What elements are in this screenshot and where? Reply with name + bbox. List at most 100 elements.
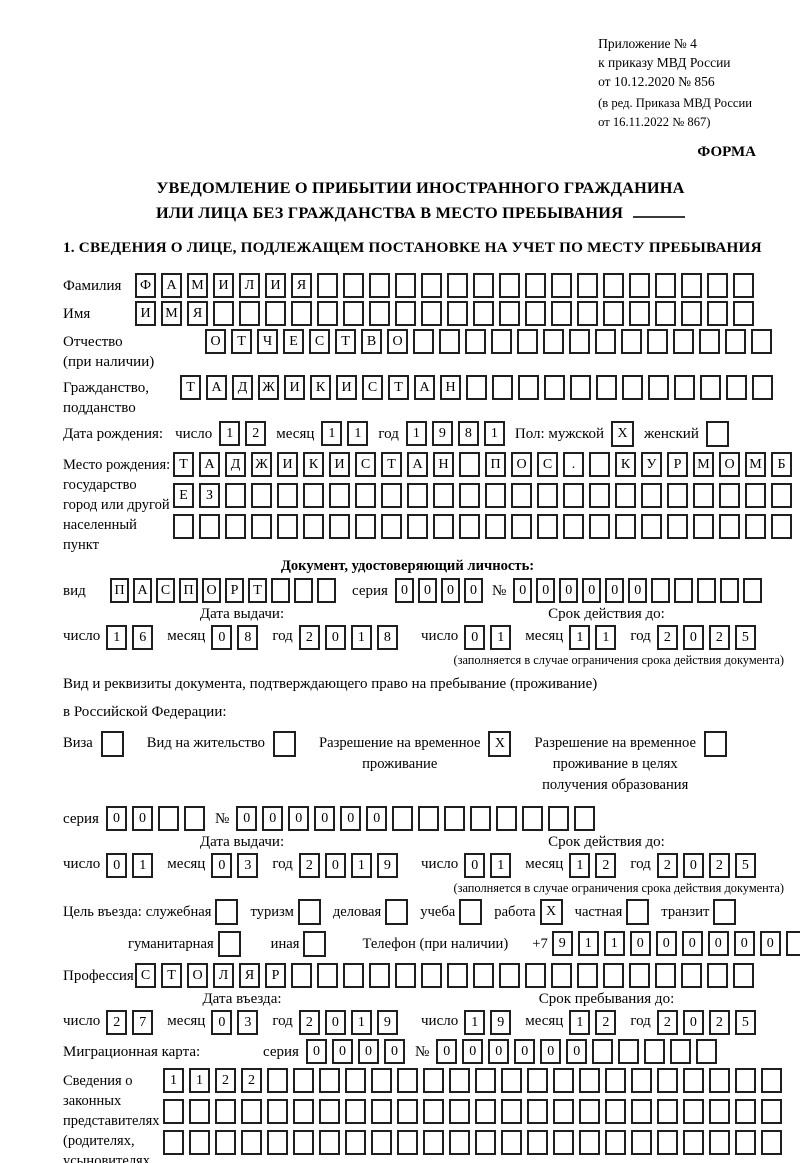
- char-cell[interactable]: 0: [463, 578, 483, 603]
- representatives-row2-cells[interactable]: [163, 1099, 787, 1124]
- char-cell[interactable]: [771, 514, 792, 539]
- char-cell[interactable]: [525, 963, 546, 988]
- char-cell[interactable]: 2: [298, 1010, 320, 1035]
- char-cell[interactable]: .: [563, 452, 584, 477]
- char-cell[interactable]: [303, 514, 324, 539]
- char-cell[interactable]: З: [199, 483, 220, 508]
- char-cell[interactable]: 9: [431, 421, 453, 446]
- char-cell[interactable]: [449, 1068, 470, 1093]
- char-cell[interactable]: [496, 806, 518, 831]
- char-cell[interactable]: С: [135, 963, 156, 988]
- char-cell[interactable]: [369, 301, 390, 326]
- char-cell[interactable]: 0: [440, 578, 460, 603]
- char-cell[interactable]: Р: [265, 963, 286, 988]
- char-cell[interactable]: [371, 1099, 392, 1124]
- char-cell[interactable]: [267, 1099, 288, 1124]
- char-cell[interactable]: 2: [656, 1010, 678, 1035]
- char-cell[interactable]: [291, 963, 312, 988]
- char-cell[interactable]: 0: [383, 1039, 405, 1064]
- char-cell[interactable]: [719, 514, 740, 539]
- char-cell[interactable]: [421, 273, 442, 298]
- char-cell[interactable]: [631, 1130, 652, 1155]
- char-cell[interactable]: И: [135, 301, 156, 326]
- char-cell[interactable]: [537, 514, 558, 539]
- char-cell[interactable]: С: [309, 329, 330, 354]
- char-cell[interactable]: Л: [213, 963, 234, 988]
- char-cell[interactable]: 2: [241, 1068, 262, 1093]
- char-cell[interactable]: 2: [298, 625, 320, 650]
- char-cell[interactable]: 3: [237, 1010, 259, 1035]
- char-cell[interactable]: [163, 1099, 184, 1124]
- char-cell[interactable]: К: [303, 452, 324, 477]
- char-cell[interactable]: 2: [595, 853, 617, 878]
- char-cell[interactable]: 0: [733, 931, 755, 956]
- char-cell[interactable]: [225, 514, 246, 539]
- char-cell[interactable]: [343, 273, 364, 298]
- char-cell[interactable]: 7: [132, 1010, 154, 1035]
- char-cell[interactable]: 2: [245, 421, 267, 446]
- char-cell[interactable]: [395, 301, 416, 326]
- char-cell[interactable]: [157, 806, 179, 831]
- char-cell[interactable]: [641, 514, 662, 539]
- char-cell[interactable]: 0: [436, 1039, 458, 1064]
- char-cell[interactable]: [707, 301, 728, 326]
- char-cell[interactable]: [707, 273, 728, 298]
- char-cell[interactable]: [215, 1099, 236, 1124]
- char-cell[interactable]: 0: [324, 853, 346, 878]
- char-cell[interactable]: [761, 1099, 782, 1124]
- char-cell[interactable]: [647, 329, 668, 354]
- char-cell[interactable]: 0: [536, 578, 556, 603]
- char-cell[interactable]: Т: [381, 452, 402, 477]
- char-cell[interactable]: [215, 1130, 236, 1155]
- char-cell[interactable]: Н: [440, 375, 461, 400]
- char-cell[interactable]: А: [199, 452, 220, 477]
- char-cell[interactable]: [673, 329, 694, 354]
- char-cell[interactable]: 0: [682, 853, 704, 878]
- char-cell[interactable]: [537, 483, 558, 508]
- char-cell[interactable]: 9: [376, 853, 398, 878]
- char-cell[interactable]: [277, 514, 298, 539]
- char-cell[interactable]: [720, 578, 740, 603]
- char-cell[interactable]: [527, 1099, 548, 1124]
- char-cell[interactable]: X: [488, 731, 512, 757]
- char-cell[interactable]: [603, 301, 624, 326]
- char-cell[interactable]: [629, 273, 650, 298]
- char-cell[interactable]: В: [361, 329, 382, 354]
- char-cell[interactable]: [199, 514, 220, 539]
- char-cell[interactable]: О: [205, 329, 226, 354]
- char-cell[interactable]: [439, 329, 460, 354]
- char-cell[interactable]: [499, 273, 520, 298]
- char-cell[interactable]: Т: [388, 375, 409, 400]
- char-cell[interactable]: 1: [595, 625, 617, 650]
- char-cell[interactable]: [592, 1039, 614, 1064]
- char-cell[interactable]: [641, 483, 662, 508]
- char-cell[interactable]: [491, 329, 512, 354]
- char-cell[interactable]: [667, 483, 688, 508]
- option-residence-permit-checkbox[interactable]: [272, 731, 301, 757]
- char-cell[interactable]: [697, 578, 717, 603]
- char-cell[interactable]: Я: [291, 273, 312, 298]
- char-cell[interactable]: [693, 514, 714, 539]
- char-cell[interactable]: [397, 1068, 418, 1093]
- purpose-transit-checkbox[interactable]: [713, 899, 741, 925]
- char-cell[interactable]: [492, 375, 513, 400]
- char-cell[interactable]: [603, 273, 624, 298]
- char-cell[interactable]: [563, 483, 584, 508]
- char-cell[interactable]: О: [187, 963, 208, 988]
- char-cell[interactable]: [501, 1068, 522, 1093]
- char-cell[interactable]: Л: [239, 273, 260, 298]
- char-cell[interactable]: [743, 578, 763, 603]
- char-cell[interactable]: 0: [759, 931, 781, 956]
- char-cell[interactable]: [511, 483, 532, 508]
- char-cell[interactable]: [709, 1068, 730, 1093]
- char-cell[interactable]: [589, 483, 610, 508]
- char-cell[interactable]: [517, 329, 538, 354]
